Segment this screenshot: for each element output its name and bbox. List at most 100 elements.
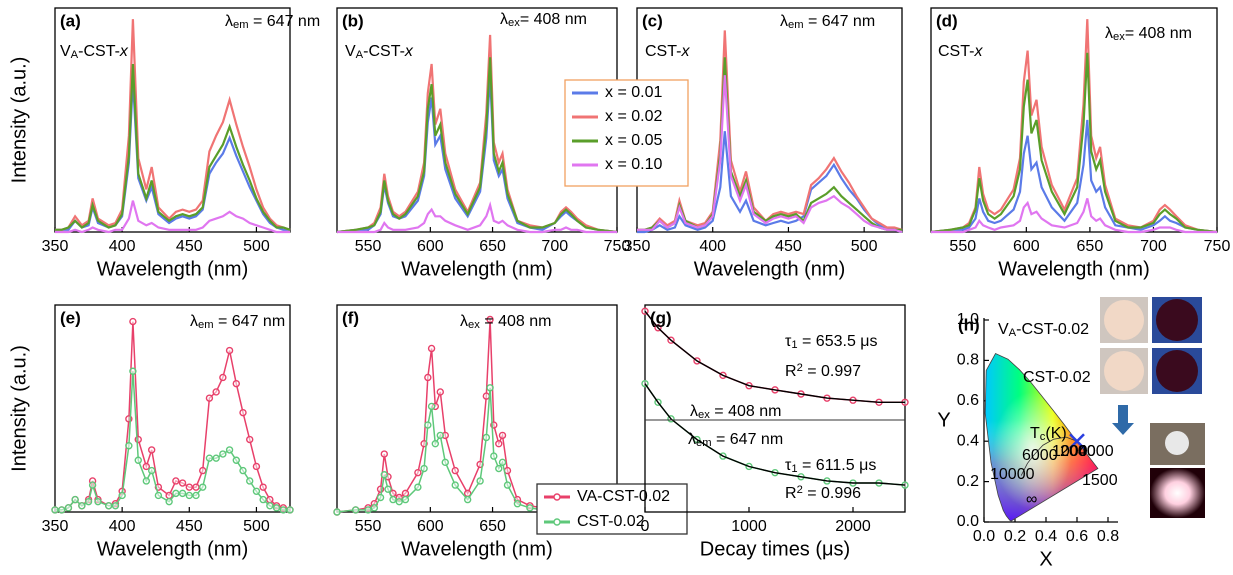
annotation: λem = 647 nm — [190, 313, 285, 331]
series-marker — [252, 462, 261, 471]
series-marker — [185, 491, 193, 500]
series-line — [930, 119, 1218, 234]
series-marker — [84, 497, 93, 506]
annotation: λem = 647 nm — [688, 431, 783, 449]
planckian-locus — [1020, 436, 1078, 476]
x-tick-label: 0.8 — [1097, 528, 1119, 545]
x-axis-title: Wavelength (nm) — [401, 258, 553, 280]
series-line — [637, 75, 903, 234]
text-part: c — [1040, 431, 1046, 443]
series-marker — [205, 394, 214, 402]
series-marker — [513, 500, 522, 508]
x-tick-label: 450 — [176, 238, 203, 255]
text-part: x — [680, 43, 690, 60]
x-axis-title: X — [1039, 548, 1052, 570]
series-line — [336, 57, 618, 234]
sample-disc — [1104, 351, 1144, 391]
plot-frame — [336, 304, 618, 513]
series-marker — [147, 466, 156, 475]
x-tick-label: 500 — [243, 238, 270, 255]
series-marker — [259, 495, 267, 504]
x-tick-label: 700 — [1140, 238, 1167, 255]
annotation: CST-x — [645, 43, 690, 60]
text-part: λ — [500, 11, 508, 28]
series-marker — [279, 506, 287, 514]
annotation: 10000 — [990, 466, 1035, 483]
y-axis-title: Y — [937, 409, 950, 431]
x-axis-title: Wavelength (nm) — [694, 258, 846, 280]
series-marker — [64, 504, 73, 512]
text-part: CST- — [645, 43, 681, 60]
annotation: λex = 408 nm — [460, 313, 551, 331]
series-marker — [427, 344, 436, 353]
x-tick-label: 650 — [479, 238, 506, 255]
series-marker — [142, 462, 151, 471]
x-axis-title: Wavelength (nm) — [97, 258, 249, 280]
annotation: λex= 408 nm — [500, 11, 587, 29]
series-marker — [401, 489, 410, 498]
x-axis-title: Wavelength (nm) — [401, 538, 553, 560]
annotation: λem = 647 nm — [780, 13, 875, 31]
series-marker — [486, 315, 494, 324]
series-marker — [380, 471, 388, 479]
series-marker — [370, 504, 379, 512]
text-part: = 408 nm — [1125, 25, 1192, 42]
text-part: = 647 nm — [214, 313, 286, 330]
text-part: (K) — [1045, 425, 1066, 442]
text-part: A — [356, 49, 364, 61]
series-marker — [212, 454, 220, 462]
text-part: -CST-0.02 — [1016, 321, 1089, 338]
series-marker — [495, 464, 503, 473]
fit-line — [644, 310, 905, 403]
text-part: 1 — [791, 463, 797, 475]
series-marker — [129, 317, 137, 326]
series-marker — [165, 497, 173, 506]
series-marker — [51, 506, 59, 514]
series-marker — [526, 504, 534, 512]
series-marker — [118, 491, 126, 500]
series-marker — [246, 435, 254, 444]
series-marker — [142, 477, 151, 485]
series-marker — [172, 489, 180, 498]
legend-marker — [553, 493, 561, 501]
annotation: CST-x — [938, 43, 983, 60]
text-part: = 0.997 — [803, 363, 861, 380]
y-tick-label: 0.4 — [957, 432, 979, 449]
x-axis-title: Wavelength (nm) — [97, 538, 249, 560]
text-part: = 647 nm — [249, 13, 321, 30]
series-marker — [364, 506, 372, 514]
annotation: CST-0.02 — [1023, 369, 1091, 386]
annotation: 1000 — [1052, 443, 1088, 460]
text-part: x — [404, 43, 414, 60]
text-part: τ — [785, 333, 792, 350]
series-marker — [192, 491, 200, 500]
text-part: λ — [190, 313, 198, 330]
series-marker — [266, 495, 274, 504]
text-part: 4000 — [1078, 443, 1114, 460]
series-marker — [463, 495, 472, 504]
series-marker — [134, 435, 142, 444]
x-tick-label: 600 — [417, 518, 444, 535]
legend-label: x = 0.05 — [605, 132, 662, 149]
series-marker — [178, 479, 187, 487]
text-part: R — [785, 485, 797, 502]
text-part: x — [119, 43, 129, 60]
sample-disc — [1104, 300, 1144, 340]
series-line — [337, 201, 617, 234]
series-marker — [232, 379, 240, 388]
text-part: -CST- — [363, 43, 405, 60]
legend-label: CST-0.02 — [577, 513, 645, 530]
y-tick-label: 1.0 — [957, 311, 979, 328]
series-marker — [395, 497, 403, 506]
x-tick-label: 500 — [851, 238, 878, 255]
legend-box — [564, 79, 689, 187]
photos — [1100, 297, 1205, 518]
x-tick-label: 400 — [109, 518, 136, 535]
series-marker — [441, 458, 449, 467]
text-part: = 0.996 — [803, 485, 861, 502]
x-tick-label: 350 — [42, 518, 69, 535]
x-tick-label: 0 — [641, 518, 650, 535]
x-tick-label: 450 — [176, 518, 203, 535]
panel-label: (b) — [342, 11, 364, 30]
legend-label: x = 0.02 — [605, 108, 662, 125]
